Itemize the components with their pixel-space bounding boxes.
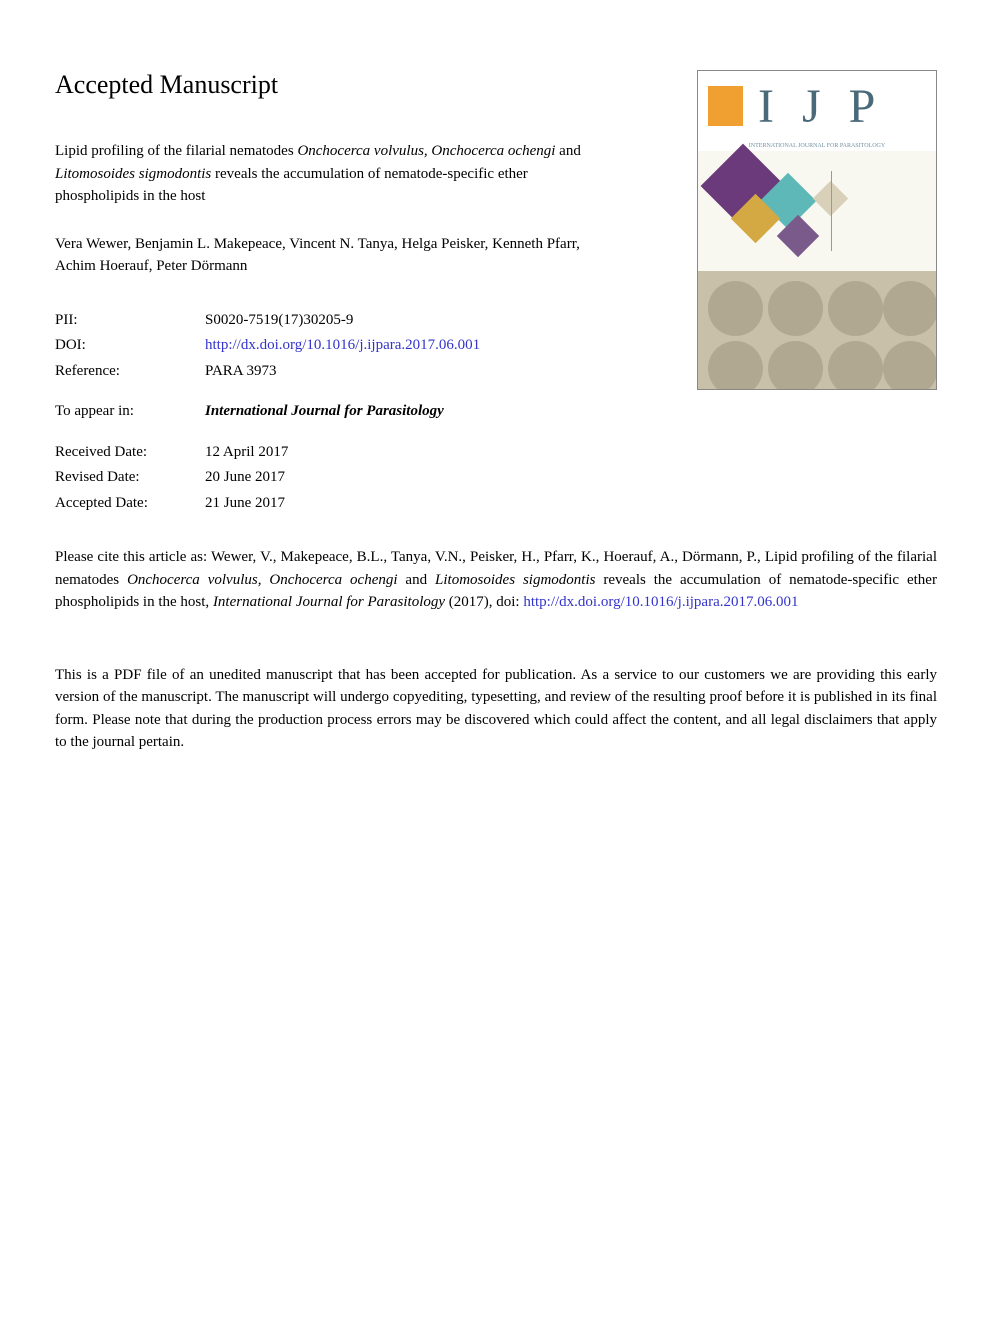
title-italic-1: Onchocerca volvulus, Onchocerca ochengi bbox=[297, 143, 555, 159]
received-value: 12 April 2017 bbox=[205, 440, 288, 466]
organism-icon bbox=[768, 341, 823, 390]
citation-mid-3: (2017), doi: bbox=[445, 594, 523, 610]
cover-bottom-graphic bbox=[698, 271, 936, 390]
journal-subtitle: INTERNATIONAL JOURNAL FOR PARASITOLOGY bbox=[698, 141, 936, 151]
citation-italic-3: International Journal for Parasitology bbox=[213, 594, 445, 610]
reference-value: PARA 3973 bbox=[205, 359, 277, 385]
cover-header: I J P bbox=[698, 71, 936, 141]
phylogeny-tree-icon bbox=[831, 171, 921, 251]
pii-label: PII: bbox=[55, 308, 205, 334]
metadata-table: PII: S0020-7519(17)30205-9 DOI: http://d… bbox=[55, 308, 615, 517]
title-prefix: Lipid profiling of the filarial nematode… bbox=[55, 143, 297, 159]
left-column: Accepted Manuscript Lipid profiling of t… bbox=[55, 70, 615, 516]
metadata-row-appear: To appear in: International Journal for … bbox=[55, 399, 615, 425]
journal-cover-image: I J P INTERNATIONAL JOURNAL FOR PARASITO… bbox=[697, 70, 937, 390]
metadata-row-received: Received Date: 12 April 2017 bbox=[55, 440, 615, 466]
accepted-value: 21 June 2017 bbox=[205, 491, 285, 517]
reference-label: Reference: bbox=[55, 359, 205, 385]
organism-icon bbox=[708, 281, 763, 336]
metadata-row-accepted: Accepted Date: 21 June 2017 bbox=[55, 491, 615, 517]
spacer bbox=[55, 384, 615, 399]
organism-icon bbox=[883, 281, 937, 336]
spacer bbox=[55, 425, 615, 440]
citation-italic-1: Onchocerca volvulus, Onchocerca ochengi bbox=[127, 572, 397, 588]
organism-icon bbox=[768, 281, 823, 336]
organism-icon bbox=[708, 341, 763, 390]
cover-middle-graphic bbox=[698, 151, 936, 271]
appear-label: To appear in: bbox=[55, 399, 205, 425]
title-mid-1: and bbox=[555, 143, 580, 159]
doi-value: http://dx.doi.org/10.1016/j.ijpara.2017.… bbox=[205, 333, 480, 359]
organism-icon bbox=[828, 341, 883, 390]
metadata-row-pii: PII: S0020-7519(17)30205-9 bbox=[55, 308, 615, 334]
metadata-row-doi: DOI: http://dx.doi.org/10.1016/j.ijpara.… bbox=[55, 333, 615, 359]
elsevier-logo-icon bbox=[708, 86, 743, 126]
page-heading: Accepted Manuscript bbox=[55, 70, 615, 100]
received-label: Received Date: bbox=[55, 440, 205, 466]
citation-italic-2: Litomosoides sigmodontis bbox=[435, 572, 595, 588]
citation-mid-1: and bbox=[398, 572, 436, 588]
citation-doi-link[interactable]: http://dx.doi.org/10.1016/j.ijpara.2017.… bbox=[523, 594, 798, 610]
title-italic-2: Litomosoides sigmodontis bbox=[55, 166, 211, 182]
article-title: Lipid profiling of the filarial nematode… bbox=[55, 140, 615, 208]
metadata-row-reference: Reference: PARA 3973 bbox=[55, 359, 615, 385]
revised-value: 20 June 2017 bbox=[205, 465, 285, 491]
header-section: Accepted Manuscript Lipid profiling of t… bbox=[55, 70, 937, 516]
organism-icon bbox=[828, 281, 883, 336]
pii-value: S0020-7519(17)30205-9 bbox=[205, 308, 353, 334]
revised-label: Revised Date: bbox=[55, 465, 205, 491]
authors-list: Vera Wewer, Benjamin L. Makepeace, Vince… bbox=[55, 233, 615, 278]
organism-icon bbox=[883, 341, 937, 390]
metadata-row-revised: Revised Date: 20 June 2017 bbox=[55, 465, 615, 491]
journal-acronym: I J P bbox=[758, 79, 883, 134]
accepted-label: Accepted Date: bbox=[55, 491, 205, 517]
disclaimer-text: This is a PDF file of an unedited manusc… bbox=[55, 664, 937, 754]
appear-value: International Journal for Parasitology bbox=[205, 399, 444, 425]
citation-text: Please cite this article as: Wewer, V., … bbox=[55, 546, 937, 614]
doi-link[interactable]: http://dx.doi.org/10.1016/j.ijpara.2017.… bbox=[205, 337, 480, 353]
doi-label: DOI: bbox=[55, 333, 205, 359]
